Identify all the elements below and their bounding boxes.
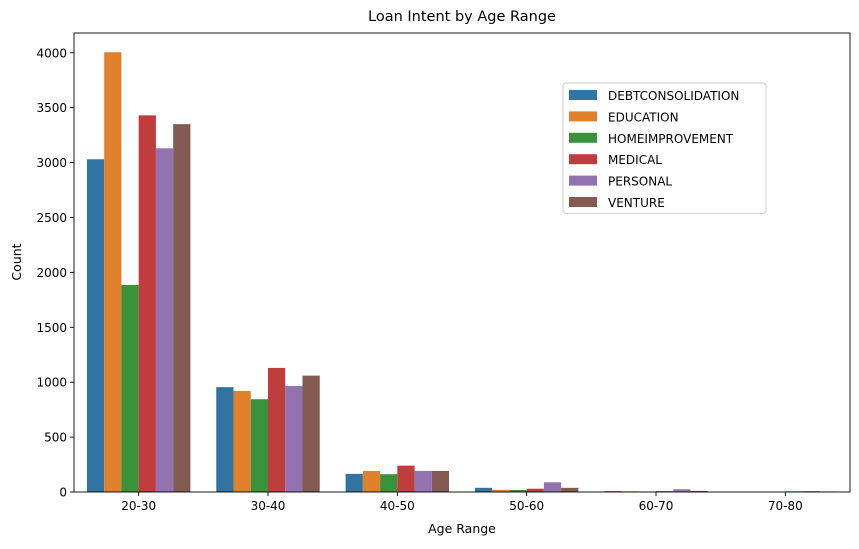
bar — [397, 466, 414, 492]
legend-swatch — [569, 111, 597, 121]
legend: DEBTCONSOLIDATION EDUCATION HOMEIMPROVEMEN… — [563, 83, 766, 213]
bar — [104, 52, 121, 492]
legend-label: DEBTCONSOLIDATION — [608, 89, 739, 103]
y-tick-label: 3000 — [36, 156, 67, 170]
y-tick-label: 1000 — [36, 376, 67, 390]
legend-swatch — [569, 197, 597, 207]
bar — [544, 482, 561, 492]
legend-label: EDUCATION — [608, 110, 679, 124]
x-tick-label: 70-80 — [768, 499, 803, 513]
legend-swatch — [569, 90, 597, 100]
x-tick-label: 30-40 — [251, 499, 286, 513]
x-axis: 20-30 30-40 40-50 50-60 60-70 70-80 — [121, 492, 803, 513]
legend-label: MEDICAL — [608, 153, 662, 167]
legend-label: HOMEIMPROVEMENT — [608, 132, 734, 146]
bar — [139, 115, 156, 492]
x-tick-label: 50-60 — [509, 499, 544, 513]
bar — [87, 159, 104, 492]
y-tick-label: 0 — [59, 486, 67, 500]
bar — [121, 285, 138, 492]
y-tick-label: 500 — [44, 431, 67, 445]
y-tick-label: 4000 — [36, 46, 67, 60]
bar — [268, 368, 285, 492]
bar — [527, 489, 544, 492]
bar — [251, 399, 268, 492]
chart-title: Loan Intent by Age Range — [368, 9, 556, 25]
bar — [415, 471, 432, 492]
y-axis: 0 500 1000 1500 2000 2500 3000 3500 4000 — [36, 46, 74, 499]
y-tick-label: 1500 — [36, 321, 67, 335]
y-axis-label: Count — [9, 243, 24, 280]
bar — [380, 474, 397, 492]
legend-swatch — [569, 133, 597, 143]
bar — [346, 474, 363, 492]
bar — [234, 391, 251, 492]
y-tick-label: 2000 — [36, 266, 67, 280]
bar — [475, 488, 492, 492]
x-tick-label: 60-70 — [639, 499, 674, 513]
x-axis-label: Age Range — [428, 521, 496, 536]
legend-label: VENTURE — [608, 196, 665, 210]
bar — [561, 488, 578, 492]
bar — [432, 471, 449, 492]
bar — [156, 148, 173, 492]
bar — [216, 387, 233, 492]
bar — [302, 376, 319, 492]
legend-swatch — [569, 154, 597, 164]
bar — [173, 124, 190, 492]
x-tick-label: 20-30 — [121, 499, 156, 513]
legend-label: PERSONAL — [608, 175, 672, 189]
y-tick-label: 2500 — [36, 211, 67, 225]
bar — [285, 386, 302, 492]
legend-swatch — [569, 176, 597, 186]
x-tick-label: 40-50 — [380, 499, 415, 513]
y-tick-label: 3500 — [36, 101, 67, 115]
bar — [363, 471, 380, 492]
